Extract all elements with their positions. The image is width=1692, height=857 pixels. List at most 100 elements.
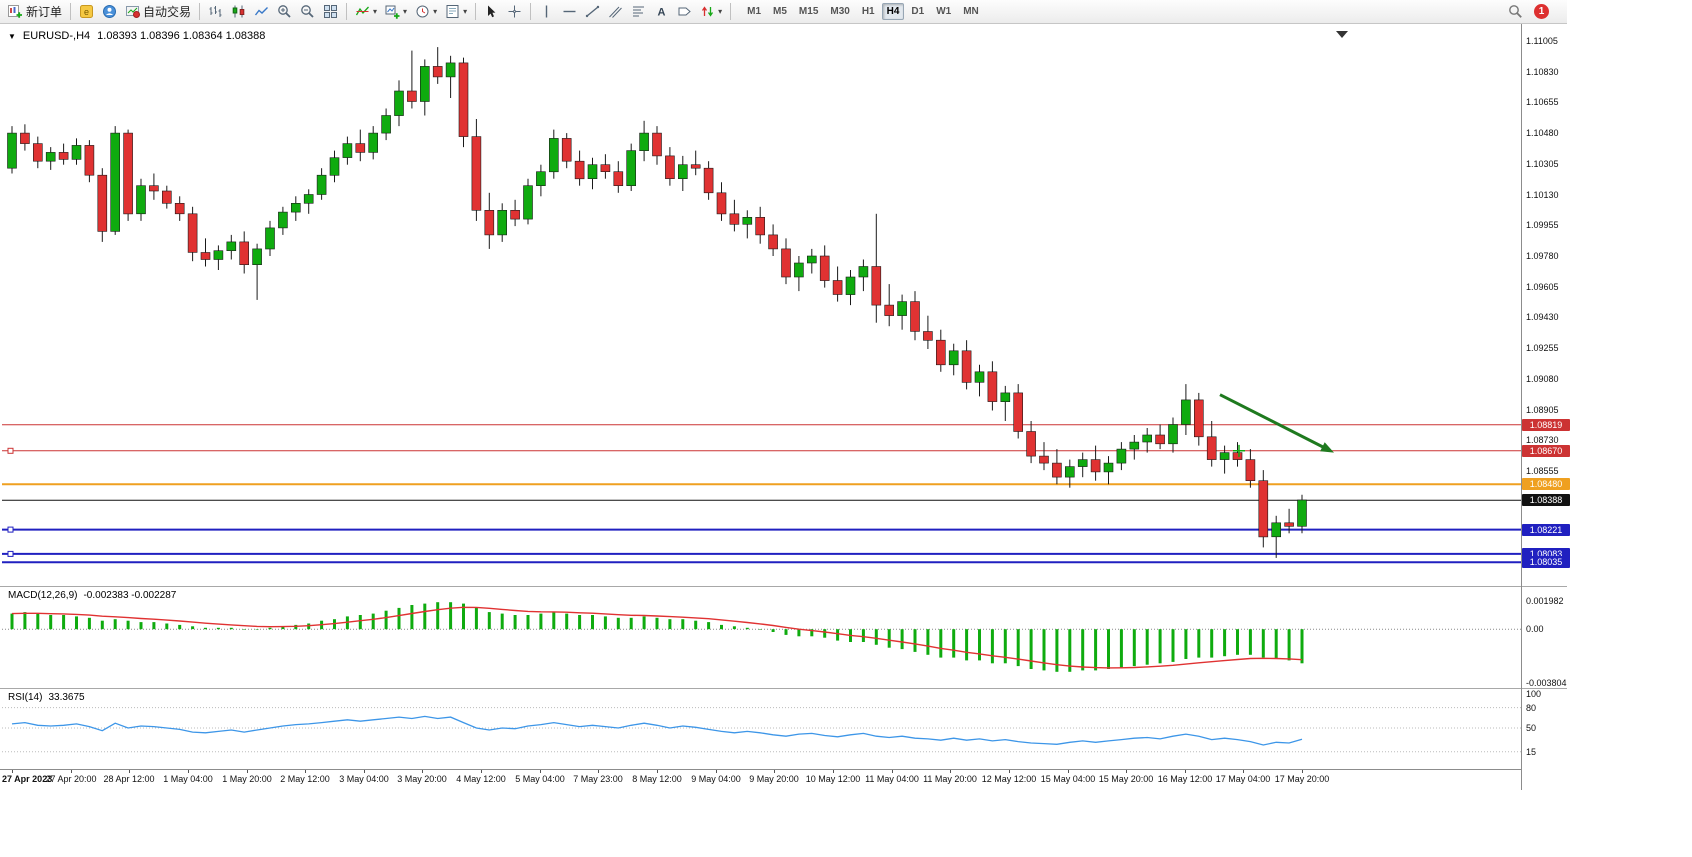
- toolbar-right-group: 1: [1504, 2, 1563, 22]
- chart-symbol-line: ▼ EURUSD-,H4 1.08393 1.08396 1.08364 1.0…: [8, 30, 265, 42]
- time-tick: [1243, 770, 1244, 773]
- rsi-panel[interactable]: [2, 690, 1521, 766]
- macd-axis-label: 0.001982: [1526, 596, 1564, 606]
- line-chart-button[interactable]: [250, 2, 273, 22]
- tile-windows-icon: [324, 5, 338, 18]
- time-tick: [774, 770, 775, 773]
- add-chart-icon: [385, 5, 400, 19]
- time-axis-label: 27 Apr 2023: [2, 774, 53, 784]
- vertical-line-button[interactable]: [535, 2, 558, 22]
- text-label-button[interactable]: [673, 2, 696, 22]
- price-axis-label: 1.08905: [1526, 405, 1559, 415]
- text-tool-button[interactable]: A: [650, 2, 673, 22]
- panel-divider[interactable]: [0, 688, 1567, 689]
- candlestick-chart-button[interactable]: [227, 2, 250, 22]
- template-icon: [446, 5, 459, 18]
- indicators-icon: [355, 6, 370, 16]
- fibonacci-button[interactable]: [627, 2, 650, 22]
- community-button[interactable]: [98, 2, 121, 22]
- timeframe-m1[interactable]: M1: [742, 3, 766, 20]
- macd-values: -0.002383 -0.002287: [83, 590, 177, 601]
- timeframe-m5[interactable]: M5: [768, 3, 792, 20]
- timeframe-m15[interactable]: M15: [794, 3, 823, 20]
- autotrading-button[interactable]: 自动交易: [121, 2, 195, 22]
- text-label-icon: [678, 7, 691, 16]
- timeframe-mn[interactable]: MN: [958, 3, 984, 20]
- time-axis-label: 28 Apr 12:00: [103, 774, 155, 784]
- price-axis-label: 1.10830: [1526, 67, 1559, 77]
- templates-button[interactable]: ▾: [441, 2, 471, 22]
- channel-button[interactable]: [604, 2, 627, 22]
- periods-button[interactable]: ▾: [411, 2, 441, 22]
- panel-divider[interactable]: [0, 586, 1567, 587]
- timeframe-h1[interactable]: H1: [857, 3, 880, 20]
- main-chart[interactable]: [2, 26, 1521, 586]
- rsi-axis-label: 80: [1526, 703, 1537, 713]
- time-axis-label: 3 May 04:00: [339, 774, 389, 784]
- arrows-tool-button[interactable]: ▾: [696, 2, 726, 22]
- rsi-axis-label: 15: [1526, 747, 1537, 757]
- zoom-out-icon: [301, 5, 314, 18]
- candlestick-chart-icon: [232, 5, 245, 18]
- time-axis-label: 9 May 20:00: [749, 774, 799, 784]
- rsi-axis-label: 100: [1526, 689, 1542, 699]
- line-chart-icon: [254, 7, 269, 16]
- time-axis-label: 3 May 20:00: [397, 774, 447, 784]
- toolbar-separator: [475, 3, 477, 20]
- crosshair-button[interactable]: [503, 2, 526, 22]
- time-axis[interactable]: 27 Apr 2023 27 Apr 20:00 28 Apr 12:00 1 May…: [0, 769, 1521, 789]
- macd-panel[interactable]: [2, 588, 1521, 686]
- time-tick: [1302, 770, 1303, 773]
- channel-icon: [609, 6, 622, 18]
- trendline-button[interactable]: [581, 2, 604, 22]
- time-axis-label: 1 May 04:00: [163, 774, 213, 784]
- time-axis-label: 12 May 12:00: [981, 774, 1037, 784]
- price-axis[interactable]: 1.11005 1.10830 1.10655 1.10480 1.10305 1.101…: [1522, 0, 1592, 857]
- time-tick: [12, 770, 13, 773]
- time-axis-label: 16 May 12:00: [1157, 774, 1213, 784]
- mt4-window: 新订单 e 自动交易: [0, 0, 1570, 790]
- text-tool-icon: A: [658, 7, 666, 19]
- autotrading-icon: [126, 6, 141, 18]
- toolbar-separator: [730, 3, 732, 20]
- time-tick: [364, 770, 365, 773]
- cursor-button[interactable]: [480, 2, 503, 22]
- time-tick: [1126, 770, 1127, 773]
- add-chart-button[interactable]: ▾: [381, 2, 411, 22]
- bar-chart-button[interactable]: [204, 2, 227, 22]
- new-order-icon: [8, 5, 22, 18]
- toolbar-separator: [70, 3, 72, 20]
- chart-quotes: 1.08393 1.08396 1.08364 1.08388: [97, 30, 266, 42]
- search-button[interactable]: [1504, 2, 1527, 22]
- price-axis-label: 1.10655: [1526, 97, 1559, 107]
- new-order-button[interactable]: 新订单: [4, 2, 66, 22]
- horizontal-line-button[interactable]: [558, 2, 581, 22]
- macd-label: MACD(12,26,9) -0.002383 -0.002287: [8, 590, 176, 601]
- price-axis-label: 1.10130: [1526, 190, 1559, 200]
- timeframe-d1[interactable]: D1: [906, 3, 929, 20]
- price-tag: 1.08035: [1522, 556, 1570, 568]
- time-axis-label: 11 May 04:00: [865, 774, 919, 784]
- timeframe-w1[interactable]: W1: [931, 3, 956, 20]
- zoom-in-button[interactable]: [273, 2, 296, 22]
- zoom-out-button[interactable]: [296, 2, 319, 22]
- toolbar: 新订单 e 自动交易: [0, 0, 1567, 24]
- metaeditor-button[interactable]: e: [75, 2, 98, 22]
- horizontal-line-icon: [563, 10, 576, 13]
- price-axis-label: 1.11005: [1526, 36, 1558, 46]
- time-axis-label: 5 May 04:00: [515, 774, 565, 784]
- timeframe-m30[interactable]: M30: [825, 3, 854, 20]
- price-axis-label: 1.09255: [1526, 343, 1559, 353]
- timeframe-h4[interactable]: H4: [881, 3, 905, 20]
- rsi-title: RSI(14): [8, 692, 43, 703]
- notification-badge[interactable]: 1: [1534, 4, 1549, 19]
- time-axis-label: 4 May 12:00: [456, 774, 506, 784]
- chart-collapse-icon[interactable]: ▼: [8, 31, 16, 41]
- price-axis-label: 1.09080: [1526, 374, 1559, 384]
- time-axis-label: 15 May 04:00: [1040, 774, 1096, 784]
- tile-windows-button[interactable]: [319, 2, 342, 22]
- price-tag: 1.08221: [1522, 524, 1570, 536]
- time-axis-label: 10 May 12:00: [805, 774, 861, 784]
- indicators-button[interactable]: ▾: [351, 2, 381, 22]
- price-tag: 1.08819: [1522, 419, 1570, 431]
